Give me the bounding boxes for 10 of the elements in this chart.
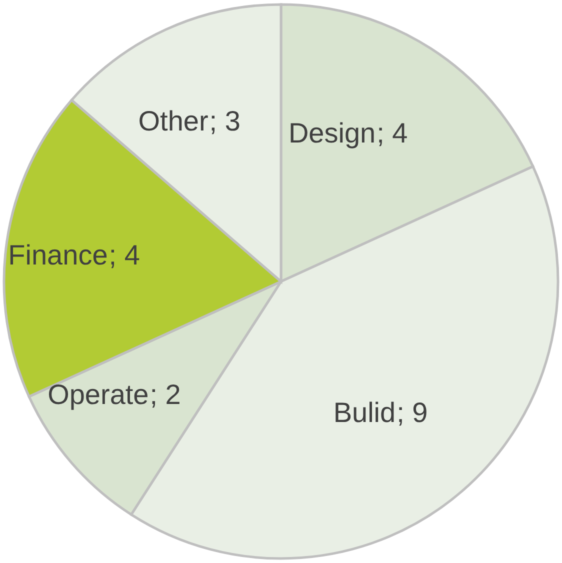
data-label: ; 9 <box>396 396 428 428</box>
slice-label: Other <box>138 105 208 136</box>
data-label: ; 4 <box>376 117 408 148</box>
slice-label: Finance <box>8 240 108 271</box>
slice-label: Bulid <box>333 396 396 428</box>
data-label: ; 2 <box>150 379 181 410</box>
data-label: ; 3 <box>209 105 240 136</box>
data-label: ; 4 <box>108 240 140 271</box>
slice-label: Design <box>288 117 376 148</box>
slice-label: Operate <box>48 379 149 410</box>
